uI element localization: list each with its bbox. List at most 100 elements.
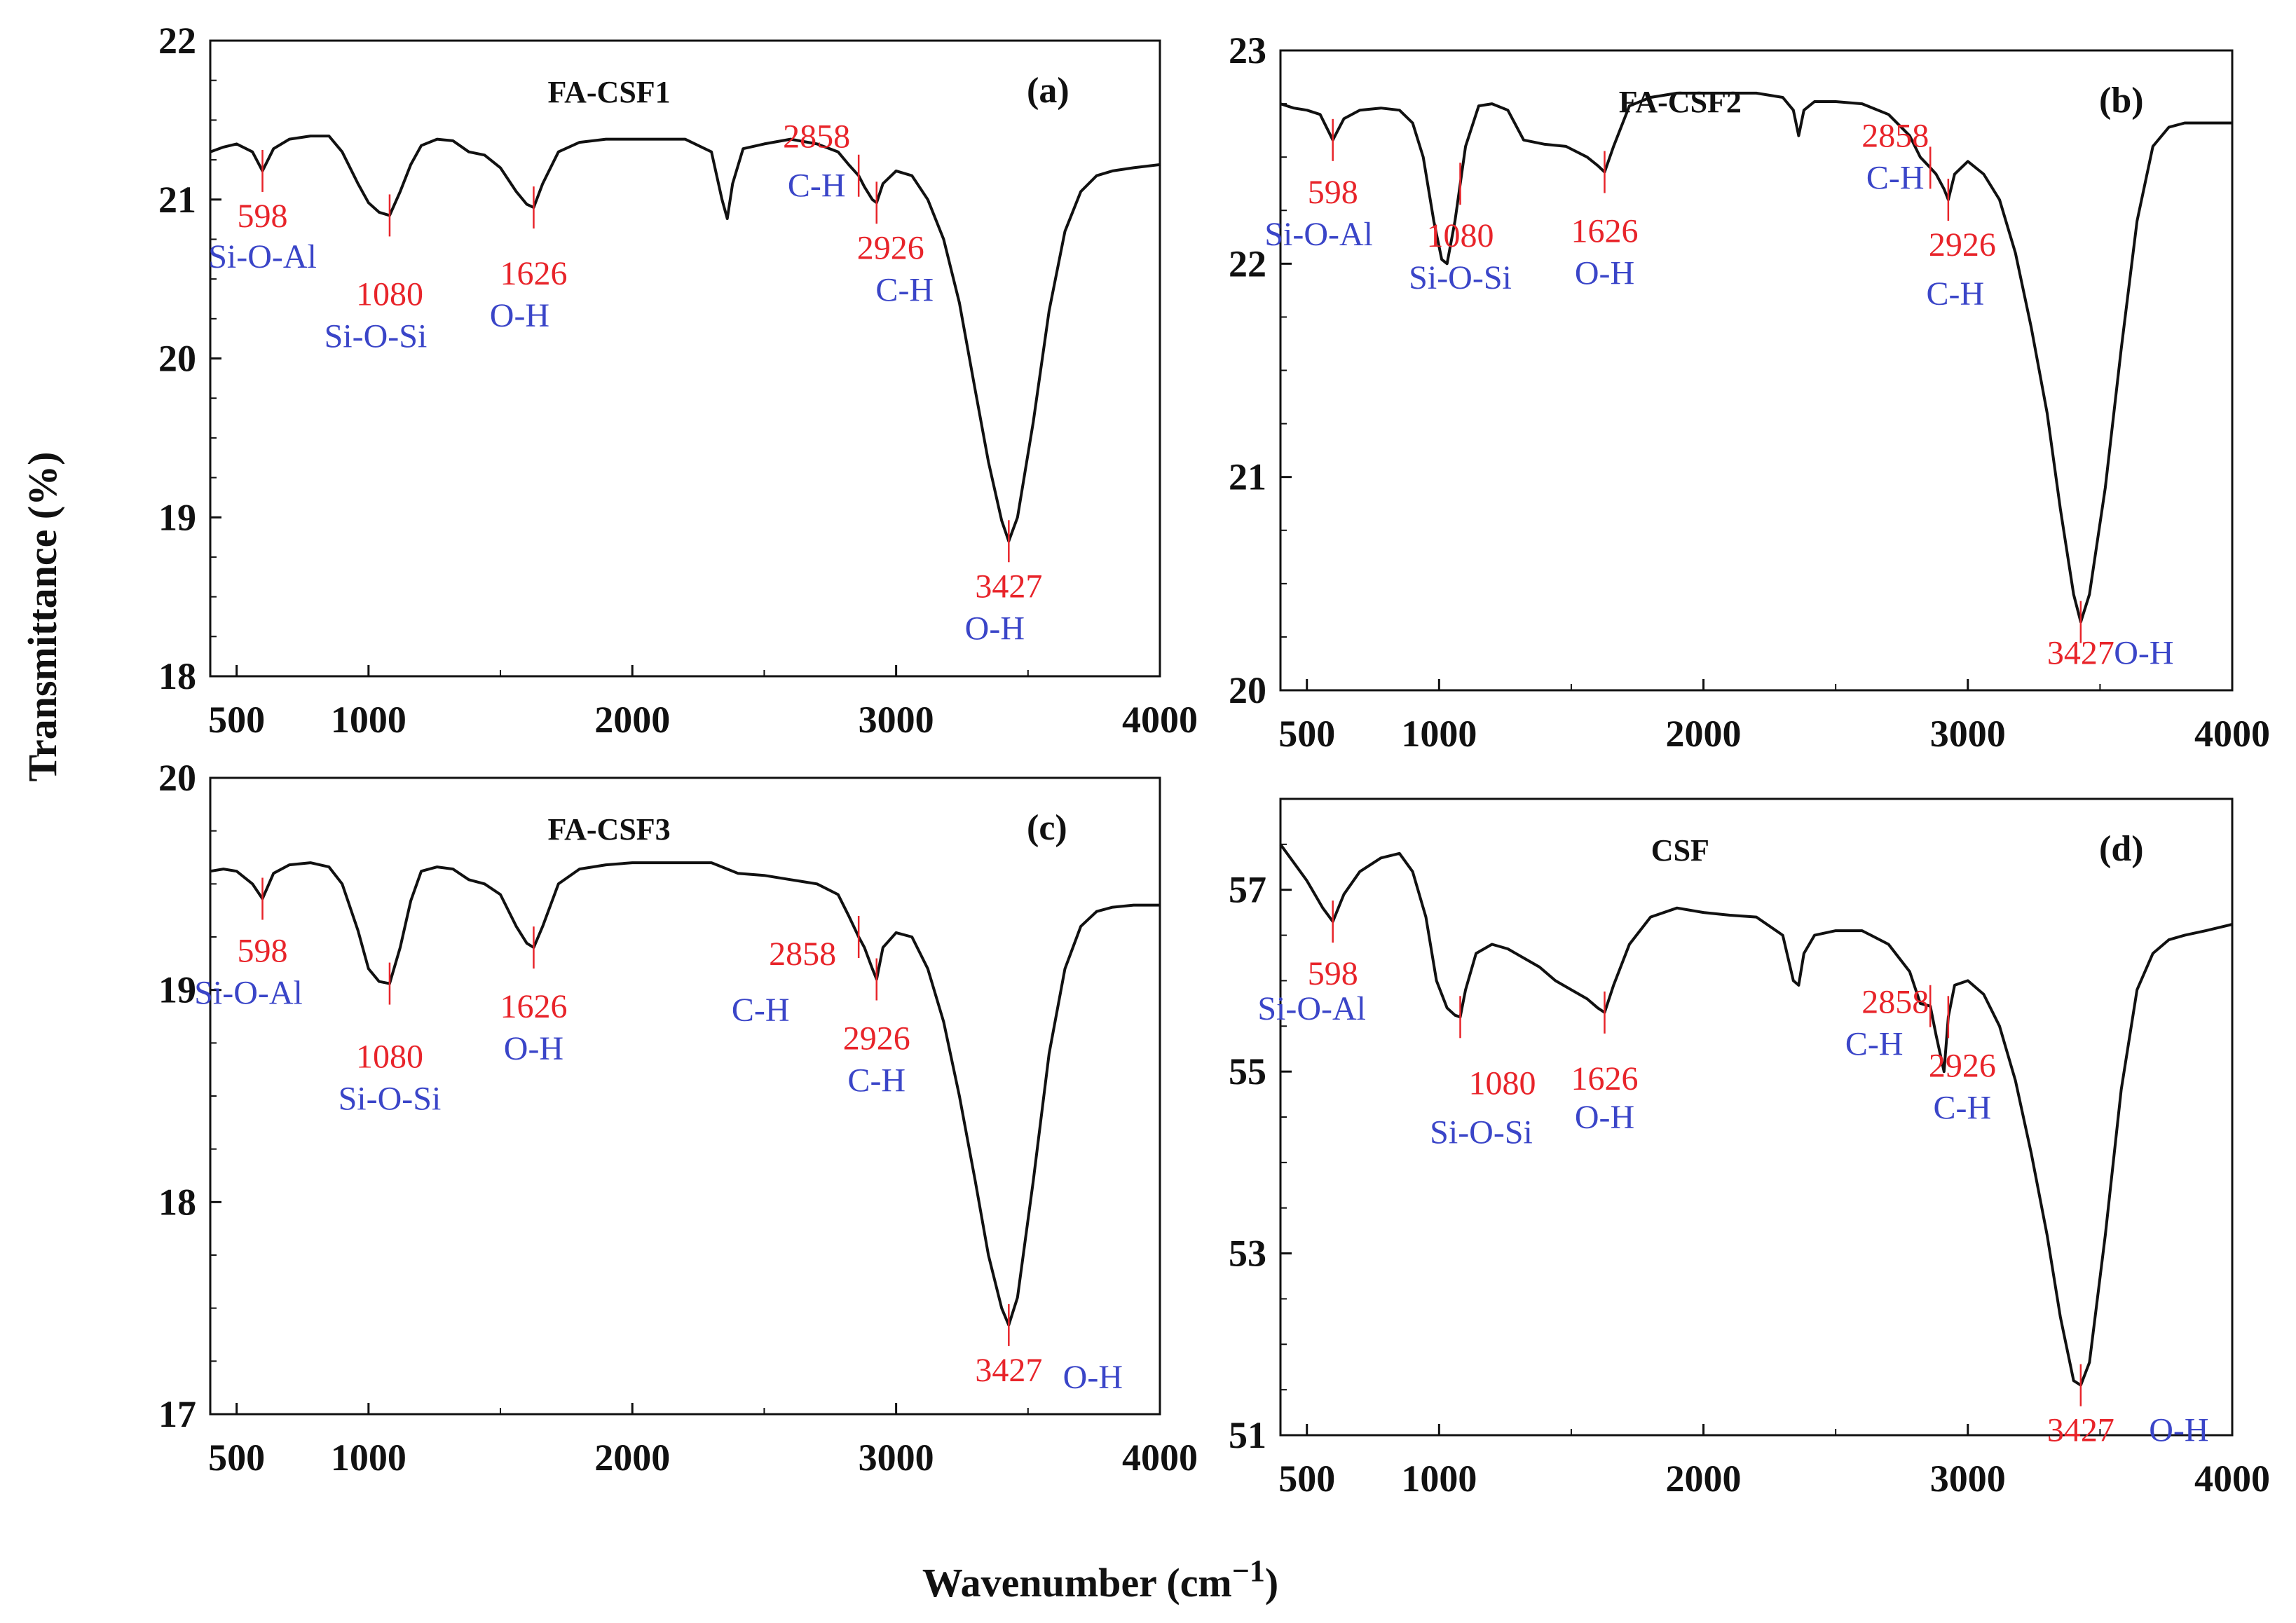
peak-number-label: 1080: [1469, 1064, 1536, 1102]
x-tick-label: 1000: [331, 1437, 406, 1479]
peak-number-label: 2858: [1861, 984, 1929, 1021]
panel-frame: [1279, 797, 2234, 1437]
peak-number-label: 2858: [1861, 117, 1929, 154]
peak-group-label: C-H: [1927, 275, 1985, 313]
x-tick-label: 2000: [1666, 1458, 1742, 1500]
peak-number-label: 3427: [2047, 1412, 2114, 1449]
x-tick-label: 3000: [859, 1437, 934, 1479]
peak-group-label: C-H: [1934, 1089, 1992, 1126]
x-tick-label: 2000: [1666, 713, 1742, 755]
spectrum-line-FA-CSF3: [210, 861, 1160, 1327]
y-tick-label: 17: [158, 1393, 196, 1435]
peak-number-label: 598: [1308, 174, 1358, 211]
peak-group-label: C-H: [732, 992, 790, 1029]
y-tick-label: 20: [1229, 669, 1266, 711]
x-tick-label: 3000: [859, 699, 934, 741]
peak-number-label: 2858: [769, 936, 836, 973]
x-tick-label: 3000: [1930, 713, 2006, 755]
peak-group-label: O-H: [2114, 635, 2173, 672]
y-axis-title: Transmittance (%): [20, 452, 65, 782]
x-tick-label: 1000: [1401, 713, 1477, 755]
y-tick-label: 19: [158, 969, 196, 1011]
y-tick-label: 18: [158, 1181, 196, 1223]
y-tick-label: 51: [1229, 1414, 1266, 1456]
peak-number-label: 1080: [356, 275, 423, 313]
x-axis-title-main: Wavenumber (cm: [922, 1560, 1232, 1605]
x-tick-label: 2000: [594, 1437, 670, 1479]
y-tick-label: 21: [158, 179, 196, 221]
peak-group-label: Si-O-Si: [339, 1081, 442, 1118]
peak-group-label: O-H: [1063, 1359, 1123, 1396]
peak-number-label: 1626: [1571, 1060, 1638, 1097]
peak-group-label: O-H: [504, 1030, 563, 1067]
y-tick-label: 20: [158, 338, 196, 380]
spectrum-line-FA-CSF1: [210, 135, 1161, 543]
peak-number-label: 1080: [356, 1039, 423, 1076]
peak-group-label: C-H: [1845, 1026, 1904, 1063]
y-tick-label: 57: [1229, 869, 1266, 911]
peak-number-label: 2926: [843, 1020, 910, 1057]
peak-number-label: 1626: [500, 255, 567, 292]
y-tick-label: 21: [1229, 456, 1266, 498]
x-tick-label: 3000: [1930, 1458, 2006, 1500]
peak-group-label: O-H: [965, 610, 1025, 647]
y-tick-label: 55: [1229, 1050, 1266, 1093]
peak-group-label: Si-O-Si: [1430, 1114, 1533, 1151]
x-tick-label: 2000: [594, 699, 670, 741]
peak-number-label: 3427: [975, 568, 1042, 605]
peak-group-label: Si-O-Si: [1409, 259, 1512, 296]
y-tick-label: 18: [158, 655, 196, 697]
x-axis-title-close: ): [1265, 1560, 1278, 1605]
panels-group: 500 1000 2000 3000 4000 18 19 20 21 22 FA-CSF1 (a) 5…: [158, 20, 2270, 1500]
peak-number-label: 3427: [975, 1352, 1042, 1389]
peak-group-label: Si-O-Al: [208, 238, 317, 275]
panel-title: FA-CSF3: [548, 812, 671, 847]
peak-number-label: 598: [238, 198, 288, 235]
peak-group-label: Si-O-Si: [324, 317, 428, 355]
x-tick-label: 4000: [1122, 1437, 1198, 1479]
panel-letter: (a): [1027, 71, 1070, 111]
peak-group-label: C-H: [875, 271, 934, 308]
panel-letter: (c): [1027, 808, 1067, 848]
spectrum-line-CSF: [1279, 843, 2233, 1387]
peak-group-label: Si-O-Al: [194, 975, 303, 1012]
peak-group-label: C-H: [847, 1062, 906, 1100]
spectrum-line-FA-CSF2: [1280, 91, 2232, 624]
x-tick-label: 500: [208, 699, 265, 741]
x-tick-label: 4000: [2194, 1458, 2270, 1500]
peak-group-label: O-H: [490, 297, 549, 334]
panel-a: 500 1000 2000 3000 4000 18 19 20 21 22 FA-CSF1 (a) 5…: [158, 20, 1198, 741]
peak-number-label: 1080: [1427, 217, 1494, 254]
y-tick-label: 20: [158, 757, 196, 799]
peak-group-label: Si-O-Al: [1257, 990, 1366, 1027]
x-tick-label: 4000: [2194, 713, 2270, 755]
x-tick-label: 500: [1278, 1458, 1335, 1500]
y-tick-label: 22: [1229, 242, 1266, 285]
peak-group-label: C-H: [788, 167, 846, 205]
x-tick-label: 1000: [1401, 1458, 1477, 1500]
panel-c: 500 1000 2000 3000 4000 17 18 19 20 FA-CSF3 (c) 598…: [158, 757, 1198, 1479]
x-axis-title: Wavenumber (cm−1): [922, 1554, 1278, 1605]
x-tick-label: 1000: [331, 699, 406, 741]
peak-group-label: Si-O-Al: [1264, 216, 1373, 253]
peak-group-label: O-H: [1575, 254, 1634, 292]
x-tick-label: 500: [208, 1437, 265, 1479]
panel-letter: (d): [2099, 829, 2144, 869]
y-tick-label: 19: [158, 496, 196, 538]
x-axis-title-superscript: −1: [1232, 1554, 1265, 1588]
panel-letter: (b): [2099, 81, 2144, 121]
peak-number-label: 598: [238, 933, 288, 970]
peak-number-label: 3427: [2047, 635, 2114, 672]
x-tick-label: 4000: [1122, 699, 1198, 741]
peak-number-label: 1626: [1571, 212, 1638, 249]
peak-number-label: 2926: [1929, 226, 1996, 263]
peak-number-label: 2926: [857, 229, 924, 266]
y-tick-label: 53: [1229, 1233, 1266, 1275]
peak-number-label: 598: [1308, 955, 1358, 992]
peak-number-label: 2926: [1929, 1047, 1996, 1084]
panel-title: FA-CSF1: [548, 75, 671, 109]
peak-group-label: C-H: [1866, 159, 1925, 196]
